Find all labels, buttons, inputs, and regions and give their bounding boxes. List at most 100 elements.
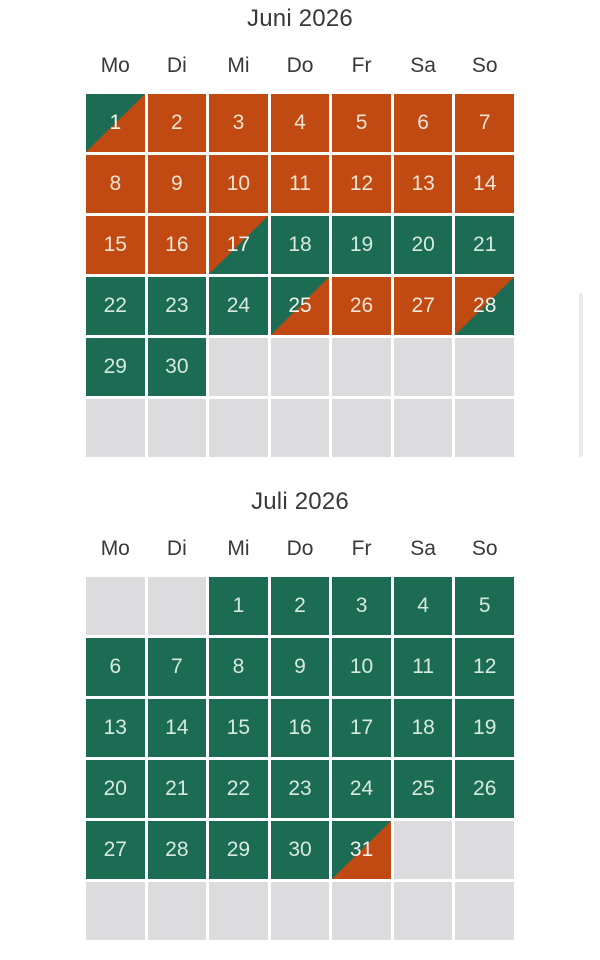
- day-cell-juni-2026-13[interactable]: 13: [393, 155, 453, 213]
- empty-cell: [147, 399, 207, 457]
- day-cell-juni-2026-21[interactable]: 21: [455, 216, 514, 274]
- day-cell-juni-2026-12[interactable]: 12: [332, 155, 391, 213]
- day-cell-juli-2026-25[interactable]: 25: [393, 760, 453, 818]
- empty-cell: [332, 399, 391, 457]
- weekday-label-fr: Fr: [351, 54, 372, 77]
- day-cell-juni-2026-23[interactable]: 23: [147, 277, 207, 335]
- day-cell-juli-2026-29[interactable]: 29: [209, 821, 268, 879]
- day-cell-juli-2026-13[interactable]: 13: [86, 699, 145, 757]
- day-cell-juni-2026-7[interactable]: 7: [455, 94, 514, 152]
- day-cell-juli-2026-26[interactable]: 26: [455, 760, 514, 818]
- empty-cell: [332, 338, 391, 396]
- empty-cell: [209, 338, 268, 396]
- day-cell-juli-2026-21[interactable]: 21: [147, 760, 207, 818]
- day-cell-juli-2026-16[interactable]: 16: [270, 699, 330, 757]
- month-juli-2026: Juli 2026 Mo Di Mi Do Fr Sa So 1 2 3 4 5 6 7 8 9 10 11 12…: [86, 488, 514, 940]
- day-cell-juli-2026-9[interactable]: 9: [270, 638, 330, 696]
- weekday-label-do: Do: [286, 54, 314, 77]
- weekday-label-fr: Fr: [351, 537, 372, 560]
- day-cell-juni-2026-8[interactable]: 8: [86, 155, 145, 213]
- day-cell-juli-2026-1[interactable]: 1: [209, 577, 268, 635]
- weekday-label-mo: Mo: [100, 54, 130, 77]
- day-cell-juni-2026-26[interactable]: 26: [332, 277, 391, 335]
- month-juni-2026: Juni 2026 Mo Di Mi Do Fr Sa So 1 2 3 4 5 6 7 8 9 10 11 12…: [86, 5, 514, 457]
- day-cell-juli-2026-5[interactable]: 5: [455, 577, 514, 635]
- empty-cell: [455, 399, 514, 457]
- day-cell-juli-2026-27[interactable]: 27: [86, 821, 145, 879]
- day-cell-juni-2026-24[interactable]: 24: [209, 277, 268, 335]
- day-cell-juni-2026-4[interactable]: 4: [270, 94, 330, 152]
- day-cell-juli-2026-2[interactable]: 2: [270, 577, 330, 635]
- day-cell-juli-2026-19[interactable]: 19: [455, 699, 514, 757]
- weekday-label-so: So: [471, 54, 498, 77]
- day-cell-juli-2026-11[interactable]: 11: [393, 638, 453, 696]
- day-cell-juli-2026-17[interactable]: 17: [332, 699, 391, 757]
- day-cell-juni-2026-11[interactable]: 11: [270, 155, 330, 213]
- weekday-label-so: So: [471, 537, 498, 560]
- day-cell-juli-2026-4[interactable]: 4: [393, 577, 453, 635]
- weekday-header-row: Mo Di Mi Do Fr Sa So: [86, 537, 514, 561]
- day-cell-juli-2026-23[interactable]: 23: [270, 760, 330, 818]
- day-cell-juli-2026-8[interactable]: 8: [209, 638, 268, 696]
- empty-cell: [270, 399, 330, 457]
- day-cell-juli-2026-15[interactable]: 15: [209, 699, 268, 757]
- month-title: Juli 2026: [251, 488, 349, 515]
- day-cell-juli-2026-14[interactable]: 14: [147, 699, 207, 757]
- empty-cell: [147, 882, 207, 940]
- weekday-label-di: Di: [166, 537, 187, 560]
- day-cell-juni-2026-6[interactable]: 6: [393, 94, 453, 152]
- scrollbar-thumb[interactable]: [579, 293, 583, 457]
- day-cell-juli-2026-3[interactable]: 3: [332, 577, 391, 635]
- weekday-label-sa: Sa: [410, 54, 436, 77]
- day-cell-juni-2026-10[interactable]: 10: [209, 155, 268, 213]
- empty-cell: [393, 399, 453, 457]
- empty-cell: [86, 577, 145, 635]
- empty-cell: [270, 338, 330, 396]
- day-cell-juni-2026-18[interactable]: 18: [270, 216, 330, 274]
- empty-cell: [86, 399, 145, 457]
- day-cell-juni-2026-22[interactable]: 22: [86, 277, 145, 335]
- day-cell-juli-2026-31[interactable]: 31: [332, 821, 391, 879]
- day-cell-juni-2026-15[interactable]: 15: [86, 216, 145, 274]
- empty-cell: [393, 882, 453, 940]
- day-cell-juni-2026-30[interactable]: 30: [147, 338, 207, 396]
- empty-cell: [455, 821, 514, 879]
- day-cell-juli-2026-20[interactable]: 20: [86, 760, 145, 818]
- day-cell-juli-2026-30[interactable]: 30: [270, 821, 330, 879]
- day-cell-juni-2026-16[interactable]: 16: [147, 216, 207, 274]
- day-cell-juni-2026-14[interactable]: 14: [455, 155, 514, 213]
- day-cell-juni-2026-2[interactable]: 2: [147, 94, 207, 152]
- day-cell-juli-2026-7[interactable]: 7: [147, 638, 207, 696]
- weekday-header-row: Mo Di Mi Do Fr Sa So: [86, 54, 514, 78]
- day-cell-juni-2026-3[interactable]: 3: [209, 94, 268, 152]
- month-grid: 1 2 3 4 5 6 7 8 9 10 11 12 13 14 15 16 17 18 19 20 21 22 23 24 2…: [86, 577, 514, 940]
- day-cell-juni-2026-5[interactable]: 5: [332, 94, 391, 152]
- day-cell-juni-2026-17[interactable]: 17: [209, 216, 268, 274]
- empty-cell: [393, 821, 453, 879]
- empty-cell: [455, 882, 514, 940]
- empty-cell: [209, 882, 268, 940]
- day-cell-juli-2026-10[interactable]: 10: [332, 638, 391, 696]
- day-cell-juni-2026-28[interactable]: 28: [455, 277, 514, 335]
- weekday-label-mi: Mi: [227, 537, 250, 560]
- day-cell-juli-2026-6[interactable]: 6: [86, 638, 145, 696]
- empty-cell: [393, 338, 453, 396]
- month-grid: 1 2 3 4 5 6 7 8 9 10 11 12 13 14 15 16 17 18 19 20 21 22 23 24 2…: [86, 94, 514, 457]
- weekday-label-di: Di: [166, 54, 187, 77]
- month-title: Juni 2026: [247, 5, 353, 32]
- day-cell-juli-2026-24[interactable]: 24: [332, 760, 391, 818]
- day-cell-juni-2026-9[interactable]: 9: [147, 155, 207, 213]
- day-cell-juli-2026-28[interactable]: 28: [147, 821, 207, 879]
- day-cell-juni-2026-25[interactable]: 25: [270, 277, 330, 335]
- day-cell-juli-2026-18[interactable]: 18: [393, 699, 453, 757]
- day-cell-juni-2026-1[interactable]: 1: [86, 94, 145, 152]
- day-cell-juli-2026-12[interactable]: 12: [455, 638, 514, 696]
- day-cell-juni-2026-19[interactable]: 19: [332, 216, 391, 274]
- day-cell-juni-2026-29[interactable]: 29: [86, 338, 145, 396]
- weekday-label-mi: Mi: [227, 54, 250, 77]
- day-cell-juli-2026-22[interactable]: 22: [209, 760, 268, 818]
- empty-cell: [147, 577, 207, 635]
- day-cell-juni-2026-27[interactable]: 27: [393, 277, 453, 335]
- day-cell-juni-2026-20[interactable]: 20: [393, 216, 453, 274]
- empty-cell: [86, 882, 145, 940]
